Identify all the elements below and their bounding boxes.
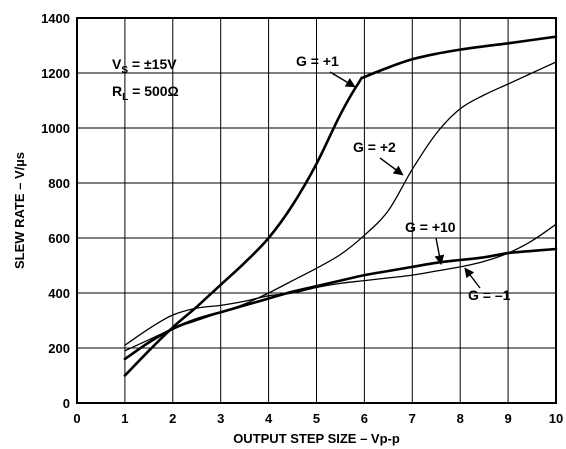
y-tick-label: 0 [63, 396, 70, 411]
y-tick-labels: 0 200 400 600 800 1000 1200 1400 [41, 11, 70, 411]
y-tick-label: 600 [48, 231, 70, 246]
x-tick-labels: 0 1 2 3 4 5 6 7 8 9 10 [73, 411, 563, 426]
annotation-arrow [464, 267, 481, 289]
y-tick-label: 200 [48, 341, 70, 356]
x-tick-label: 8 [457, 411, 464, 426]
x-tick-label: 6 [361, 411, 368, 426]
condition-load-resistance: RL = 500Ω [112, 83, 179, 103]
x-axis-label: OUTPUT STEP SIZE – Vp-p [233, 431, 400, 446]
y-tick-label: 1200 [41, 66, 70, 81]
x-tick-label: 10 [549, 411, 563, 426]
series-annotation-label: G = +1 [296, 53, 339, 69]
x-tick-label: 1 [121, 411, 128, 426]
condition-supply-voltage: VS = ±15V [112, 56, 177, 76]
series-annotation-label: G = +10 [405, 219, 456, 235]
x-tick-label: 7 [409, 411, 416, 426]
x-tick-label: 0 [73, 411, 80, 426]
y-tick-label: 800 [48, 176, 70, 191]
y-tick-label: 400 [48, 286, 70, 301]
x-tick-label: 3 [217, 411, 224, 426]
y-tick-label: 1400 [41, 11, 70, 26]
x-tick-label: 9 [504, 411, 511, 426]
series-line [123, 35, 558, 377]
y-tick-label: 1000 [41, 121, 70, 136]
series-line [124, 61, 557, 352]
grid [77, 18, 556, 403]
annotation-arrow [379, 157, 404, 176]
x-tick-label: 2 [169, 411, 176, 426]
annotation-arrow [434, 237, 445, 266]
plot-frame [76, 17, 557, 404]
series-lines [123, 35, 558, 377]
annotation-arrow [329, 71, 356, 88]
annotations: G = +1 G = +2 G = +10 G = –1 [296, 53, 511, 303]
x-tick-label: 5 [313, 411, 320, 426]
y-axis-label: SLEW RATE – V/µs [12, 152, 27, 269]
series-line [123, 247, 558, 361]
series-annotation-label: G = +2 [353, 139, 396, 155]
x-tick-label: 4 [265, 411, 273, 426]
series-line [124, 223, 557, 346]
series-annotation-label: G = –1 [468, 287, 511, 303]
